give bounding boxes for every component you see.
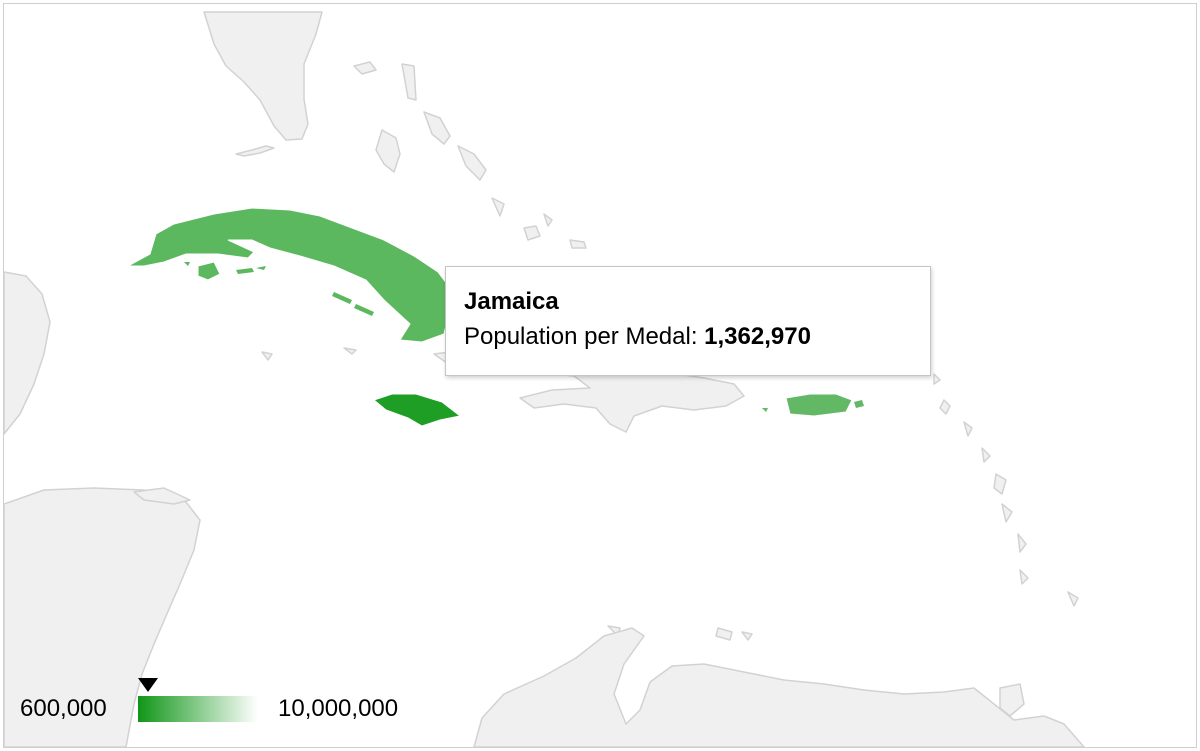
region-bahamas	[423, 111, 451, 145]
tooltip-value: 1,362,970	[704, 323, 811, 350]
region-cuba-keys	[256, 266, 266, 270]
region-cuba-keys	[184, 262, 190, 266]
region-bahamas	[401, 63, 417, 101]
region-caribbean-isle	[343, 347, 357, 355]
region-honduras-coast	[133, 487, 191, 505]
region-trinidad	[999, 683, 1025, 717]
tooltip-row: Population per Medal: 1,362,970	[464, 319, 912, 355]
region-caribbean-isle	[261, 351, 273, 361]
region-barbados	[1067, 591, 1079, 607]
geo-chart-map	[4, 11, 1085, 747]
region-jamaica	[372, 393, 462, 427]
region-caribbean-isle	[933, 373, 941, 385]
region-bahamas	[375, 129, 401, 173]
region-lesser-antilles	[981, 447, 991, 463]
region-bahamas	[353, 61, 377, 75]
region-turks-caicos	[569, 239, 587, 249]
region-puerto-rico-isle	[854, 400, 864, 408]
region-lesser-antilles	[1019, 569, 1029, 585]
region-cuba-keys	[354, 304, 374, 316]
legend-max-label: 10,000,000	[278, 695, 399, 722]
region-lesser-antilles	[1001, 503, 1013, 523]
region-south-america	[473, 627, 1085, 747]
region-cuba-keys	[236, 268, 254, 274]
region-florida-keys	[235, 145, 275, 157]
legend-min-label: 600,000	[20, 695, 107, 722]
legend-value-marker	[137, 678, 158, 692]
region-lesser-antilles	[939, 399, 951, 415]
region-puerto-rico	[785, 393, 853, 417]
region-caribbean-isle	[741, 631, 753, 641]
region-cuba	[127, 207, 451, 343]
region-puerto-rico-isle	[762, 408, 768, 412]
tooltip-title: Jamaica	[464, 288, 559, 315]
region-lesser-antilles	[963, 421, 973, 437]
map-tooltip: Jamaica Population per Medal: 1,362,970	[445, 266, 931, 376]
region-bahamas	[543, 213, 553, 227]
region-caribbean-isle	[715, 627, 733, 641]
region-cuba-keys	[332, 292, 352, 304]
region-cuba-isle-of-youth	[197, 261, 221, 281]
region-bahamas	[491, 197, 505, 217]
region-lesser-antilles	[1017, 533, 1027, 553]
region-bahamas	[523, 225, 541, 241]
tooltip-label: Population per Medal:	[464, 323, 698, 350]
legend-color-bar	[138, 696, 258, 722]
region-mexico	[4, 271, 51, 435]
region-central-america	[4, 487, 201, 747]
region-florida	[203, 11, 323, 141]
region-bahamas	[457, 145, 487, 181]
map-frame: Jamaica Population per Medal: 1,362,970 …	[3, 3, 1197, 748]
region-lesser-antilles	[993, 473, 1007, 495]
